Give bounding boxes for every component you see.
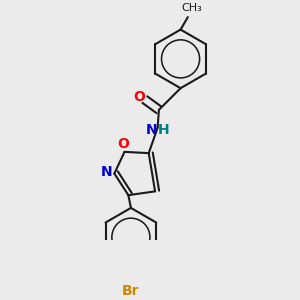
Text: O: O [117, 137, 129, 151]
Text: H: H [158, 123, 169, 137]
Text: O: O [134, 90, 145, 104]
Text: CH₃: CH₃ [181, 3, 202, 13]
Text: N: N [146, 123, 157, 137]
Text: Br: Br [122, 284, 140, 298]
Text: N: N [101, 165, 112, 179]
